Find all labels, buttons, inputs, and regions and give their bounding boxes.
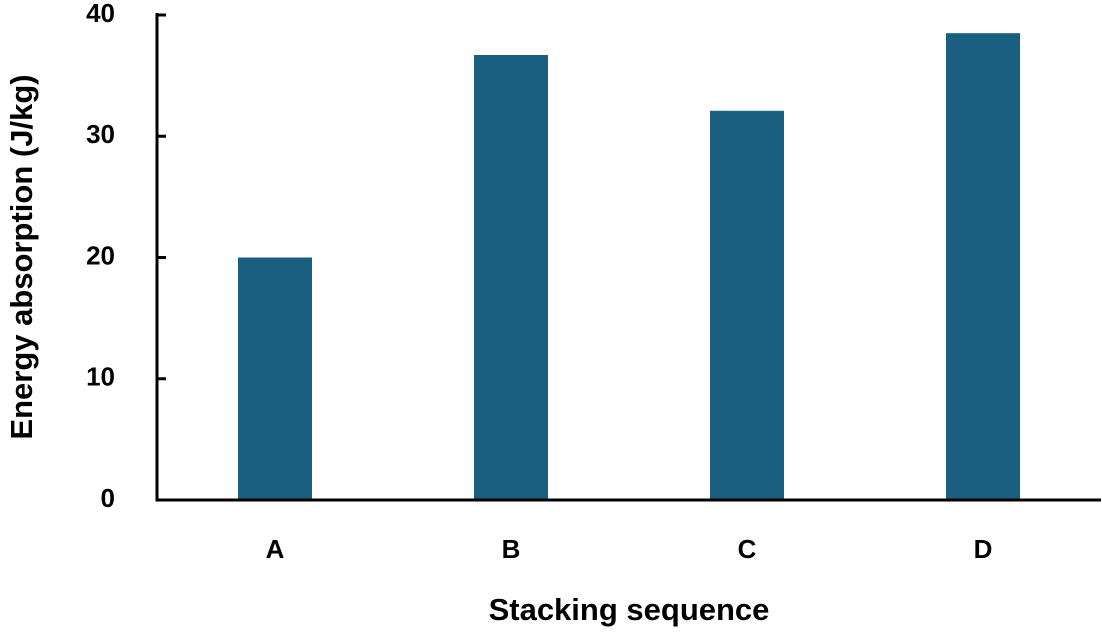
x-tick-label: A <box>266 534 285 564</box>
x-axis-title: Stacking sequence <box>489 592 770 627</box>
bar <box>946 33 1020 500</box>
y-axis-title: Energy absorption (J/kg) <box>4 74 39 439</box>
y-tick-label: 0 <box>101 483 115 513</box>
bar <box>474 55 548 500</box>
x-tick-label: D <box>974 534 993 564</box>
bar <box>710 110 784 500</box>
y-tick-label: 10 <box>86 362 115 392</box>
bar <box>238 257 312 500</box>
x-tick-label: C <box>738 534 757 564</box>
x-tick-label: B <box>502 534 521 564</box>
y-tick-label: 30 <box>86 119 115 149</box>
y-tick-label: 20 <box>86 240 115 270</box>
y-tick-label: 40 <box>86 0 115 28</box>
